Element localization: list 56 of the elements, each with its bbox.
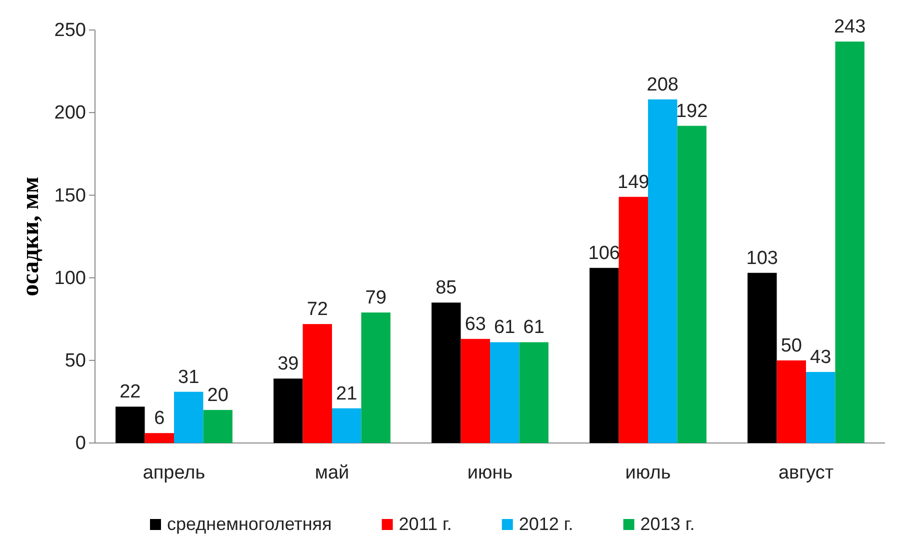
bar	[490, 342, 520, 443]
x-tick-label: август	[778, 462, 834, 484]
data-label: 61	[523, 317, 544, 338]
x-tick-label: июнь	[467, 462, 513, 484]
data-label: 106	[588, 242, 620, 264]
bar	[302, 324, 332, 443]
data-label: 243	[834, 16, 866, 38]
y-tick-label: 150	[54, 185, 86, 206]
bar	[806, 372, 836, 443]
data-label: 63	[464, 314, 486, 335]
data-label: 39	[278, 354, 299, 375]
bar	[332, 408, 362, 443]
bar	[203, 410, 232, 443]
data-label: 192	[676, 100, 708, 122]
legend-label: 2012 г.	[518, 514, 574, 534]
bar	[776, 360, 806, 443]
data-label: 72	[306, 299, 328, 320]
bar	[835, 42, 864, 443]
x-tick-label: июль	[625, 462, 671, 484]
data-label: 149	[618, 172, 650, 193]
y-tick-label: 250	[54, 20, 86, 42]
bar	[748, 272, 777, 443]
data-label: 208	[646, 74, 678, 96]
data-label: 20	[207, 384, 228, 406]
bar	[432, 302, 461, 443]
bar	[648, 99, 678, 443]
data-label: 79	[365, 287, 386, 308]
bar	[274, 378, 303, 443]
x-tick-label: апрель	[142, 462, 206, 484]
bar	[144, 433, 174, 443]
bar	[519, 342, 548, 443]
x-tick-label: май	[314, 462, 350, 484]
y-tick-label: 0	[75, 433, 86, 454]
bar	[174, 392, 204, 443]
data-label: 61	[494, 317, 516, 338]
data-label: 43	[810, 346, 832, 368]
bar	[590, 268, 619, 443]
y-tick-label: 50	[64, 350, 86, 372]
data-label: 50	[780, 335, 802, 356]
legend-label: 2011 г.	[398, 514, 452, 534]
data-label: 21	[336, 383, 358, 404]
bar	[677, 126, 706, 443]
data-label: 103	[746, 248, 778, 269]
data-label: 85	[436, 278, 457, 299]
bar	[116, 406, 145, 443]
bar	[460, 338, 490, 443]
legend-label: среднемноголетняя	[167, 514, 332, 534]
data-label: 22	[120, 382, 141, 403]
data-label: 31	[178, 366, 200, 388]
bar	[618, 196, 648, 443]
y-tick-label: 100	[54, 268, 86, 289]
y-tick-label: 200	[54, 102, 86, 124]
bar	[361, 312, 390, 443]
y-axis-title: осадки, мм	[18, 176, 44, 296]
data-label: 6	[154, 408, 165, 430]
legend-label: 2013 г.	[640, 514, 695, 534]
